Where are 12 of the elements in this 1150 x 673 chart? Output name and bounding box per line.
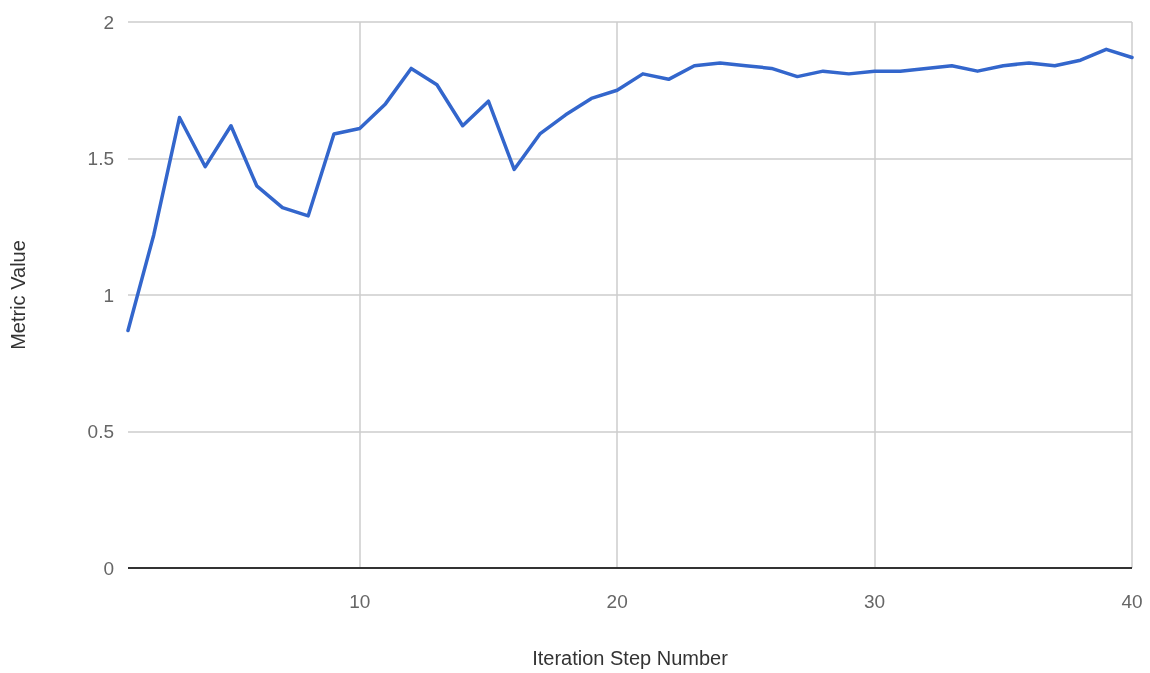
y-tick-label: 1.5 — [87, 148, 114, 169]
y-tick-label: 0 — [103, 557, 114, 579]
x-tick-label: 30 — [863, 591, 886, 612]
line-series — [126, 47, 1134, 333]
y-tick-label: 2 — [103, 11, 114, 33]
y-tick-label: 0.5 — [87, 421, 114, 442]
y-tick-label: 1 — [103, 284, 114, 306]
x-tick-label: 40 — [1121, 591, 1143, 612]
x-axis-title: Iteration Step Number — [532, 647, 729, 669]
x-tick-label: 10 — [349, 591, 371, 612]
x-tick-label: 20 — [606, 591, 628, 612]
y-axis-title: Metric Value — [7, 240, 29, 350]
